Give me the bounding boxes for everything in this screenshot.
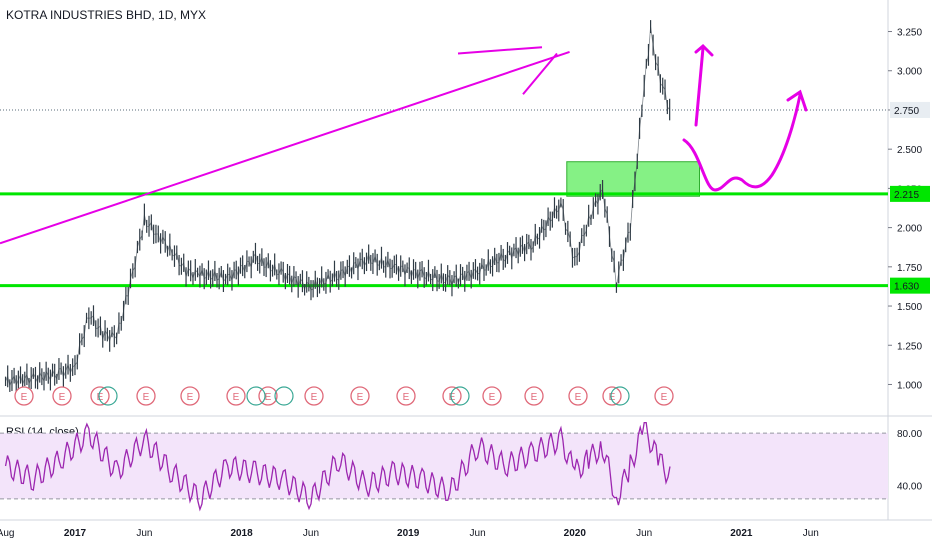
support-price-label: 1.630 <box>894 282 919 293</box>
price-tick-label: 2.000 <box>897 224 922 235</box>
x-tick-label: 2019 <box>397 528 420 539</box>
earnings-marker-label: E <box>489 392 496 403</box>
earnings-marker-label: E <box>609 392 616 403</box>
x-tick-label: Jun <box>803 528 819 539</box>
earnings-marker-label: E <box>143 392 150 403</box>
earnings-marker <box>14 386 34 406</box>
earnings-marker-label: E <box>531 392 538 403</box>
earnings-marker <box>482 386 502 406</box>
earnings-marker-label: E <box>403 392 410 403</box>
arrow-head-stroke <box>457 46 543 55</box>
earnings-marker-label: E <box>97 392 104 403</box>
earnings-marker-label: E <box>233 392 240 403</box>
x-tick-label: 2020 <box>564 528 587 539</box>
x-tick-label: Jun <box>303 528 319 539</box>
earnings-marker <box>396 386 416 406</box>
price-tick-label: 2.500 <box>897 145 922 156</box>
x-tick-label: Jun <box>636 528 652 539</box>
earnings-marker-label: E <box>661 392 668 403</box>
earnings-marker <box>52 386 72 406</box>
support-price-label-bg <box>890 277 930 294</box>
earnings-marker-label: E <box>265 392 272 403</box>
current-price-label-bg <box>890 101 930 118</box>
earnings-marker-label: E <box>59 392 66 403</box>
x-tick-label: 2018 <box>230 528 253 539</box>
rsi-line <box>4 421 671 512</box>
price-tick-label: 1.000 <box>897 380 922 391</box>
resistance-price-label-bg <box>890 185 930 202</box>
resistance-price-label: 2.215 <box>894 190 919 201</box>
projection-path <box>682 89 808 192</box>
earnings-marker <box>180 386 200 406</box>
earnings-marker <box>304 386 324 406</box>
projection-arrow-up <box>694 43 714 127</box>
earnings-marker <box>136 386 156 406</box>
earnings-marker-label: E <box>575 392 582 403</box>
earnings-marker-label: E <box>187 392 194 403</box>
earnings-marker <box>524 386 544 406</box>
earnings-marker-label: E <box>21 392 28 403</box>
earnings-marker <box>654 386 674 406</box>
dividend-marker <box>246 386 266 406</box>
price-line <box>5 26 670 387</box>
price-tick-label: 1.250 <box>897 341 922 352</box>
trendline-drawing <box>0 50 570 245</box>
price-tick-label: 1.750 <box>897 263 922 274</box>
rsi-tick-label: 40.00 <box>897 482 922 493</box>
price-tick-label: 3.000 <box>897 67 922 78</box>
earnings-marker <box>568 386 588 406</box>
earnings-marker <box>90 386 110 406</box>
arrow-head-stroke <box>522 52 558 95</box>
earnings-marker-label: E <box>449 392 456 403</box>
dividend-marker <box>450 386 470 406</box>
dividend-marker <box>610 386 630 406</box>
x-tick-label: 2021 <box>730 528 753 539</box>
current-price-label: 2.750 <box>894 106 919 117</box>
x-tick-label: Jun <box>136 528 152 539</box>
price-tick-label: 3.250 <box>897 28 922 39</box>
chart-title: KOTRA INDUSTRIES BHD, 1D, MYX <box>6 8 207 22</box>
x-tick-label: Jun <box>470 528 486 539</box>
x-tick-label: 2017 <box>64 528 87 539</box>
earnings-marker <box>442 386 462 406</box>
price-tick-label: 1.500 <box>897 302 922 313</box>
earnings-marker <box>602 386 622 406</box>
earnings-marker <box>226 386 246 406</box>
x-tick-label: Aug <box>0 528 14 539</box>
earnings-marker-label: E <box>311 392 318 403</box>
earnings-marker <box>350 386 370 406</box>
dividend-marker <box>98 386 118 406</box>
earnings-marker-label: E <box>357 392 364 403</box>
rsi-tick-label: 80.00 <box>897 429 922 440</box>
dividend-marker <box>274 386 294 406</box>
